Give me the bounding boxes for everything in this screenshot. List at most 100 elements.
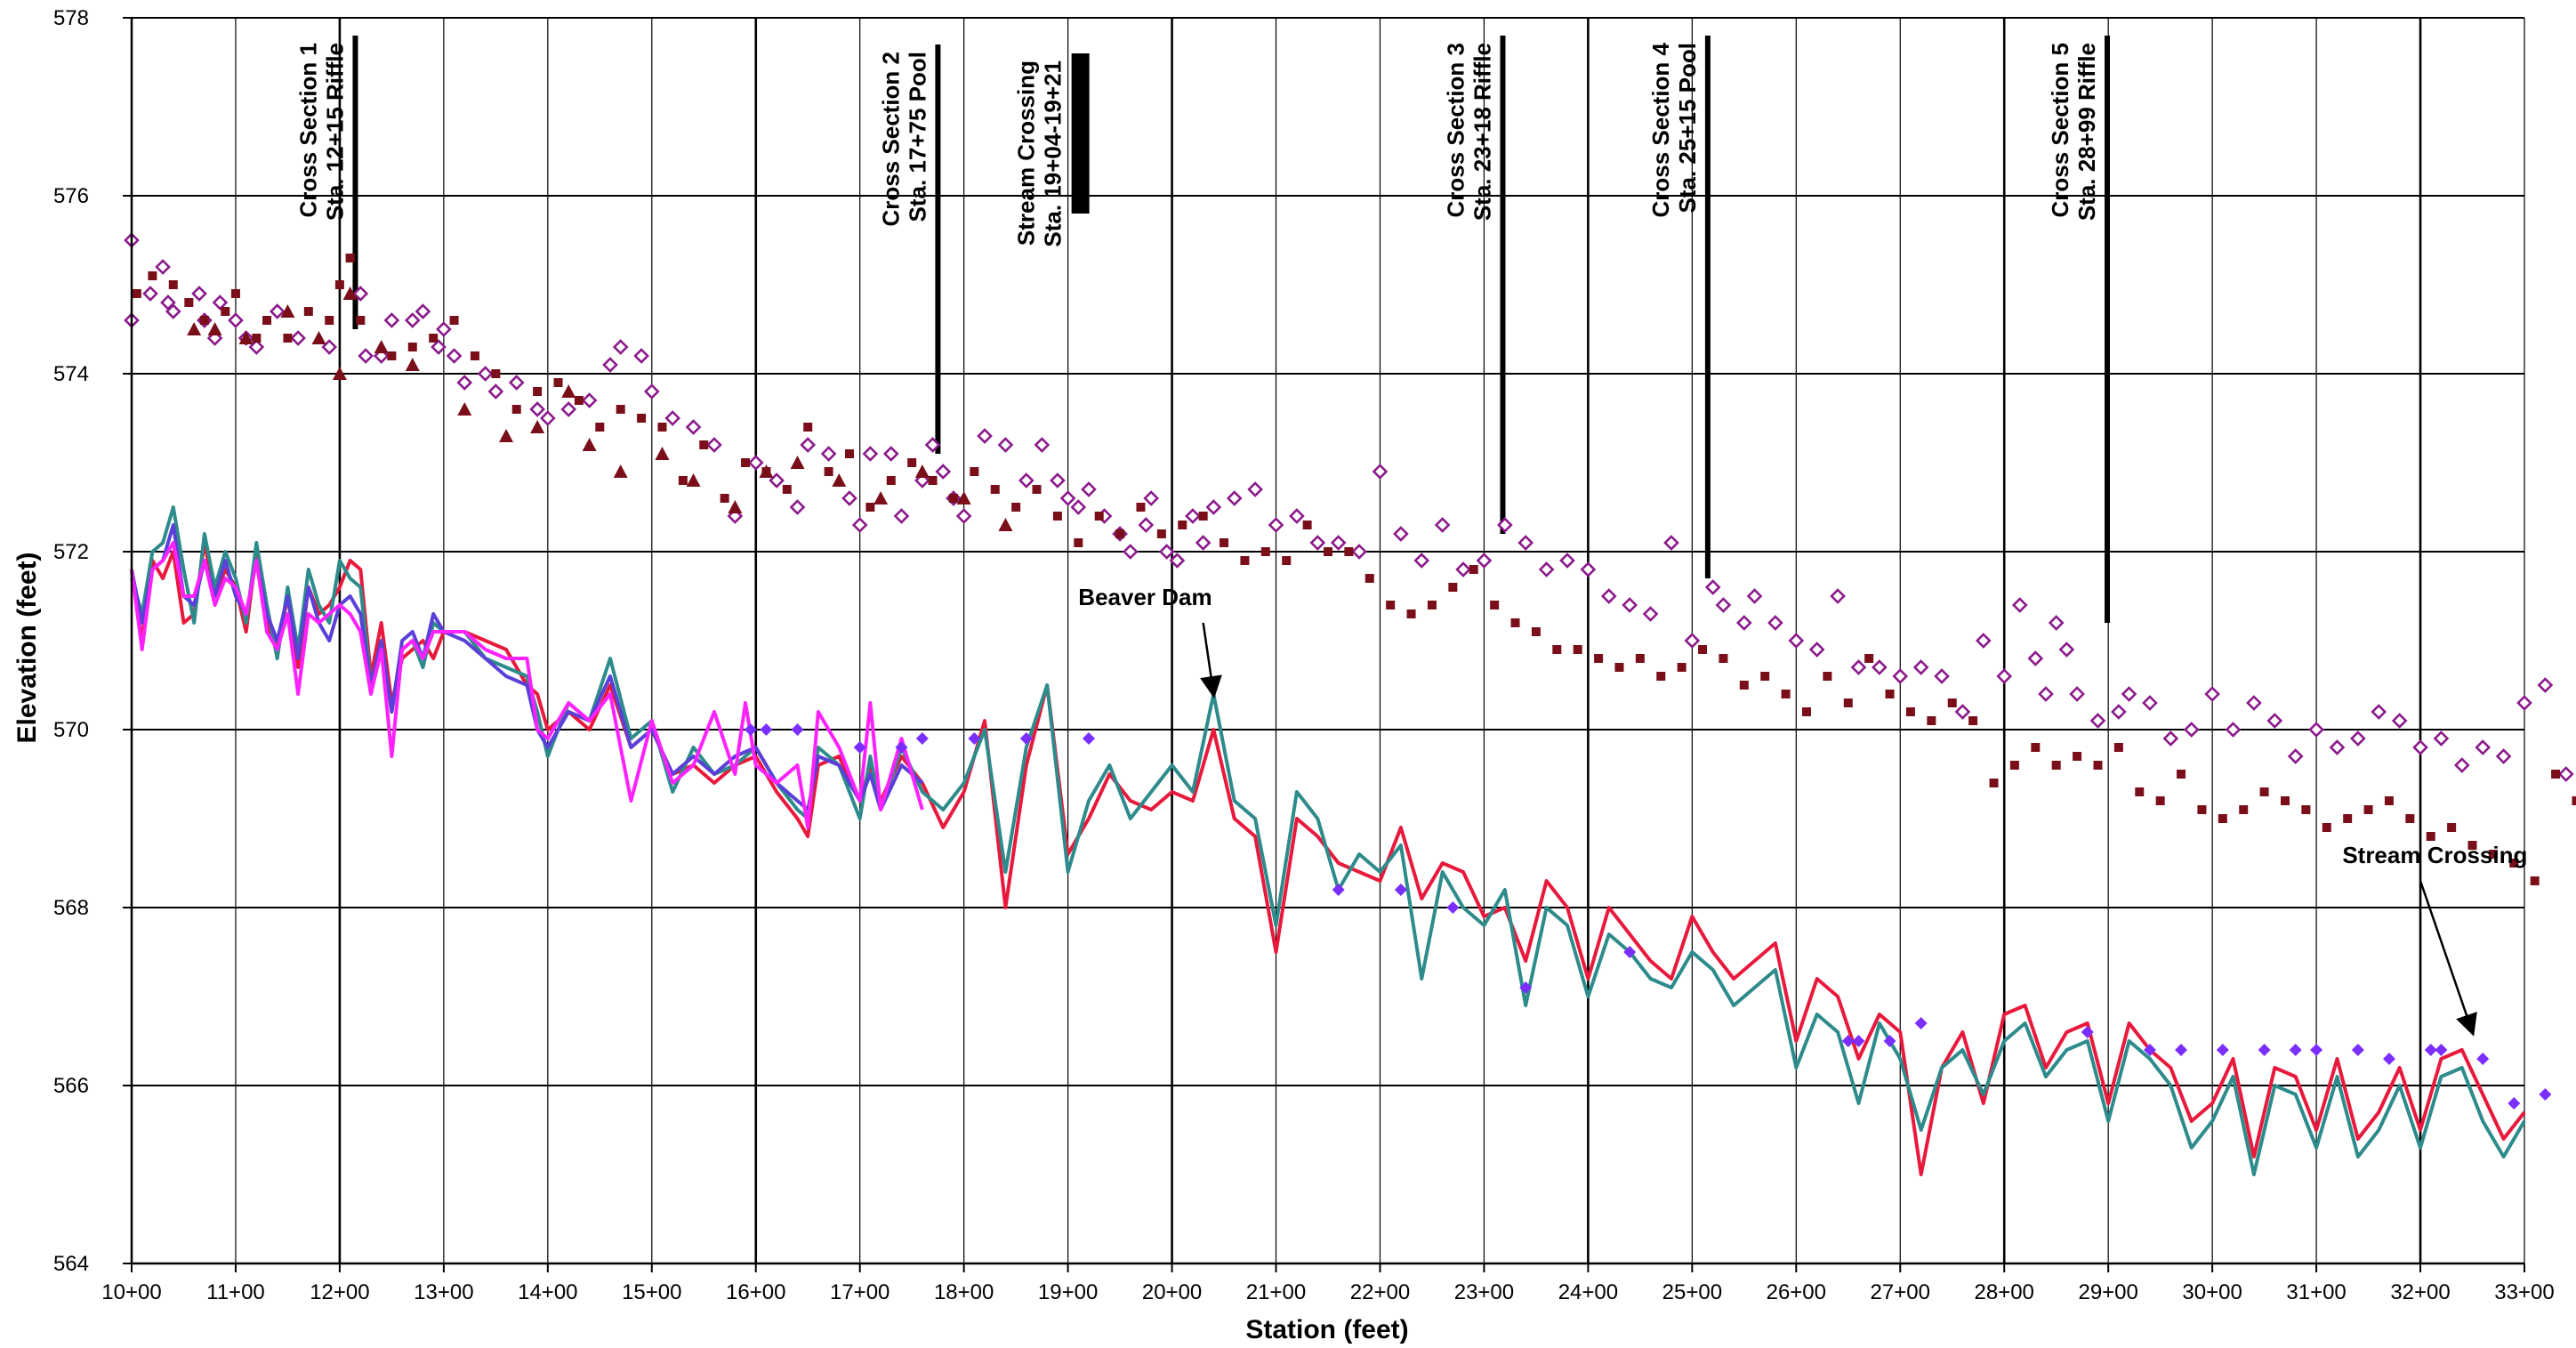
square-point: [1469, 565, 1478, 574]
x-tick-label: 27+00: [1871, 1280, 1930, 1304]
triangle-point: [332, 367, 347, 380]
open-diamond-point: [2266, 713, 2283, 729]
blue-diamond-point: [1519, 981, 1533, 994]
x-tick-label: 11+00: [206, 1280, 265, 1304]
square-point: [1198, 512, 1208, 521]
square-point: [449, 316, 459, 325]
open-diamond-point: [1830, 588, 1846, 604]
blue-diamond-point: [1446, 901, 1460, 914]
open-diamond-point: [1289, 508, 1305, 524]
open-diamond-point: [581, 392, 598, 408]
open-diamond-point: [165, 303, 181, 319]
open-diamond-point: [1912, 659, 1929, 675]
open-diamond-point: [1580, 561, 1597, 577]
x-tick-label: 10+00: [101, 1280, 161, 1304]
square-point: [782, 485, 792, 494]
open-diamond-point: [2011, 597, 2028, 613]
axes: [123, 17, 2525, 1272]
open-diamond-point: [2225, 722, 2242, 738]
square-point: [595, 423, 605, 432]
blue-diamond-point: [2258, 1044, 2271, 1056]
open-diamond-point: [1684, 633, 1701, 649]
triangle-point: [238, 331, 254, 344]
open-diamond-point: [2350, 731, 2366, 747]
open-diamond-point: [477, 366, 494, 382]
open-diamond-point: [212, 295, 229, 311]
triangle-point: [374, 340, 389, 353]
open-diamond-point: [2557, 766, 2574, 782]
square-point: [132, 289, 141, 298]
blue-diamond-point: [2539, 1088, 2552, 1101]
square-point: [1698, 645, 1708, 654]
square-point: [1115, 529, 1125, 538]
open-diamond-point: [1185, 508, 1201, 524]
tick-labels: 10+00 11+00 12+00 13+00 14+00 15+00 16+00 17+00…: [53, 6, 2555, 1304]
triangle-point: [832, 473, 847, 487]
open-diamond-point: [1050, 472, 1066, 488]
square-point: [970, 467, 979, 476]
blue-diamond-point: [895, 741, 908, 754]
triangle-point: [530, 420, 545, 433]
open-diamond-point: [155, 259, 171, 275]
open-diamond-point: [1372, 464, 1389, 480]
x-tick-label: 13+00: [414, 1280, 473, 1304]
y-tick-label: 564: [53, 1252, 89, 1276]
blue-diamond-point: [1914, 1017, 1928, 1029]
open-diamond-point: [290, 330, 306, 346]
open-diamond-point: [2516, 695, 2532, 711]
square-point: [1635, 654, 1645, 663]
marker-label-line1: Cross Section 1: [294, 43, 321, 218]
triangle-point: [405, 358, 420, 371]
open-diamond-point: [2142, 695, 2158, 711]
stream-crossing-bar: [1071, 53, 1090, 214]
open-diamond-point: [1393, 526, 1409, 542]
square-point: [1677, 663, 1686, 672]
blue-diamond-point: [1841, 1035, 1855, 1047]
open-diamond-point: [2453, 757, 2470, 773]
open-diamond-point: [924, 437, 941, 453]
open-diamond-point: [1018, 472, 1034, 488]
triangle-point: [655, 447, 670, 460]
open-diamond-point: [1081, 481, 1097, 497]
open-diamond-point: [1205, 499, 1222, 515]
square-point: [2113, 743, 2123, 752]
open-diamond-point: [1455, 561, 1471, 577]
open-diamond-point: [789, 499, 806, 515]
triangle-point: [998, 518, 1013, 531]
square-point: [1240, 556, 1250, 565]
blue-diamond-point: [1623, 946, 1637, 958]
triangle-point: [914, 464, 930, 478]
square-point: [511, 405, 521, 414]
square-point: [148, 271, 157, 280]
square-point: [345, 254, 355, 262]
grid-lines: [131, 17, 2525, 1264]
marker-label-line1: Cross Section 5: [2047, 43, 2073, 218]
square-point: [720, 494, 729, 503]
blue-diamond-point: [1019, 732, 1033, 745]
blue-diamond-point: [791, 723, 804, 736]
square-point: [1927, 716, 1936, 725]
square-point: [1032, 485, 1042, 494]
open-diamond-point: [1808, 642, 1825, 658]
square-point: [2405, 814, 2415, 823]
open-diamond-point: [1496, 517, 1513, 533]
open-diamond-point: [1517, 535, 1534, 551]
square-point: [2551, 770, 2561, 779]
blue-diamond-point: [2310, 1044, 2323, 1056]
square-point: [886, 476, 896, 485]
open-diamond-point: [2391, 713, 2408, 729]
blue-diamond-point: [2435, 1044, 2448, 1056]
open-diamond-point: [2121, 686, 2137, 702]
open-diamond-point: [633, 348, 649, 364]
x-tick-label: 33+00: [2494, 1280, 2554, 1304]
blue-diamond-point: [1332, 884, 1345, 896]
square-point: [990, 485, 1000, 494]
square-point: [1136, 503, 1146, 512]
square-point: [2301, 805, 2311, 814]
blue-diamond-point: [2081, 1026, 2094, 1038]
square-point: [1448, 583, 1458, 592]
open-diamond-point: [841, 490, 857, 506]
x-tick-label: 32+00: [2390, 1280, 2450, 1304]
open-diamond-point: [446, 348, 463, 364]
